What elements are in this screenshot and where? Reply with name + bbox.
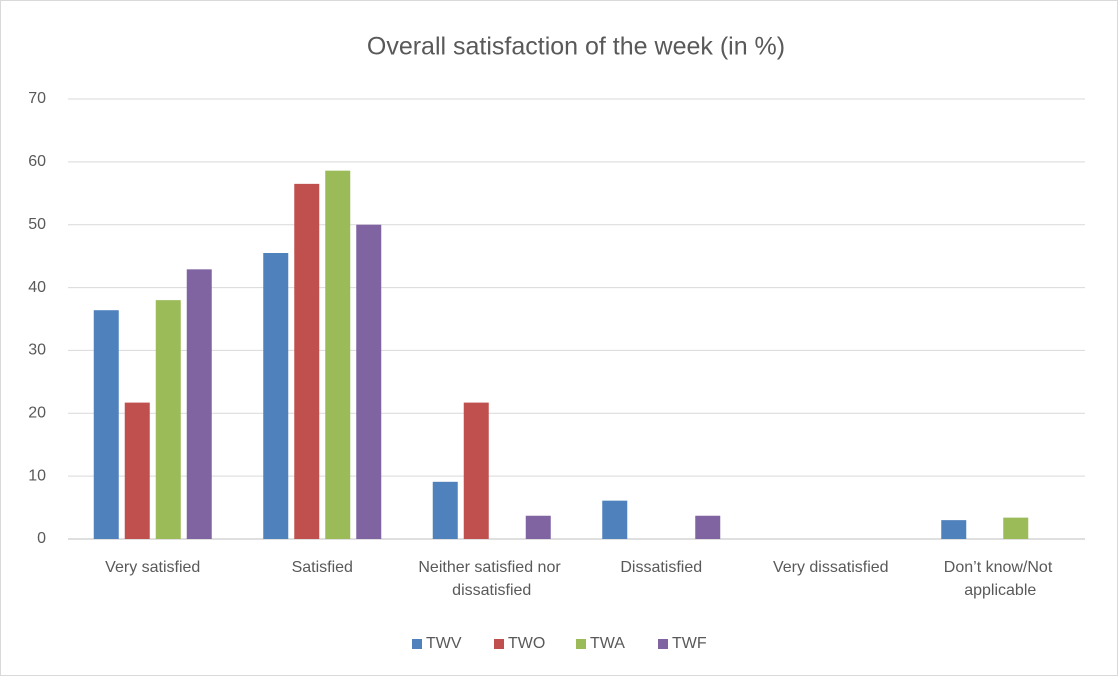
chart-title: Overall satisfaction of the week (in %) [367, 33, 785, 61]
legend-label: TWV [426, 635, 462, 652]
bar [155, 300, 181, 539]
bar [325, 170, 351, 539]
x-tick-label: Very satisfied [105, 559, 200, 576]
bar [124, 402, 150, 539]
y-tick-label: 10 [28, 467, 46, 484]
legend-swatch [412, 639, 422, 649]
bar [93, 310, 119, 539]
y-tick-label: 70 [28, 90, 46, 107]
x-tick-label: Dissatisfied [620, 559, 702, 576]
bar [186, 269, 212, 539]
bar [294, 183, 320, 539]
y-tick-label: 0 [37, 530, 46, 547]
legend-swatch [658, 639, 668, 649]
legend-swatch [494, 639, 504, 649]
y-tick-label: 30 [28, 342, 46, 359]
bar [263, 253, 289, 539]
y-tick-label: 40 [28, 279, 46, 296]
bar [602, 500, 628, 539]
x-tick-label: Neither satisfied nor dissatisfied [418, 559, 565, 599]
y-tick-label: 60 [28, 153, 46, 170]
bar [356, 224, 382, 539]
y-tick-label: 20 [28, 405, 46, 422]
bar [1003, 517, 1029, 539]
x-tick-label: Very dissatisfied [773, 559, 889, 576]
legend-swatch [576, 639, 586, 649]
bar [695, 515, 721, 539]
bar [941, 520, 967, 539]
bar [432, 481, 458, 539]
legend-label: TWO [508, 635, 545, 652]
x-tick-label: Don’t know/Not applicable [944, 559, 1057, 599]
bar [463, 402, 489, 539]
x-tick-label: Satisfied [292, 559, 353, 576]
legend-label: TWA [590, 635, 625, 652]
legend-label: TWF [672, 635, 707, 652]
bar [525, 515, 551, 539]
y-tick-label: 50 [28, 216, 46, 233]
